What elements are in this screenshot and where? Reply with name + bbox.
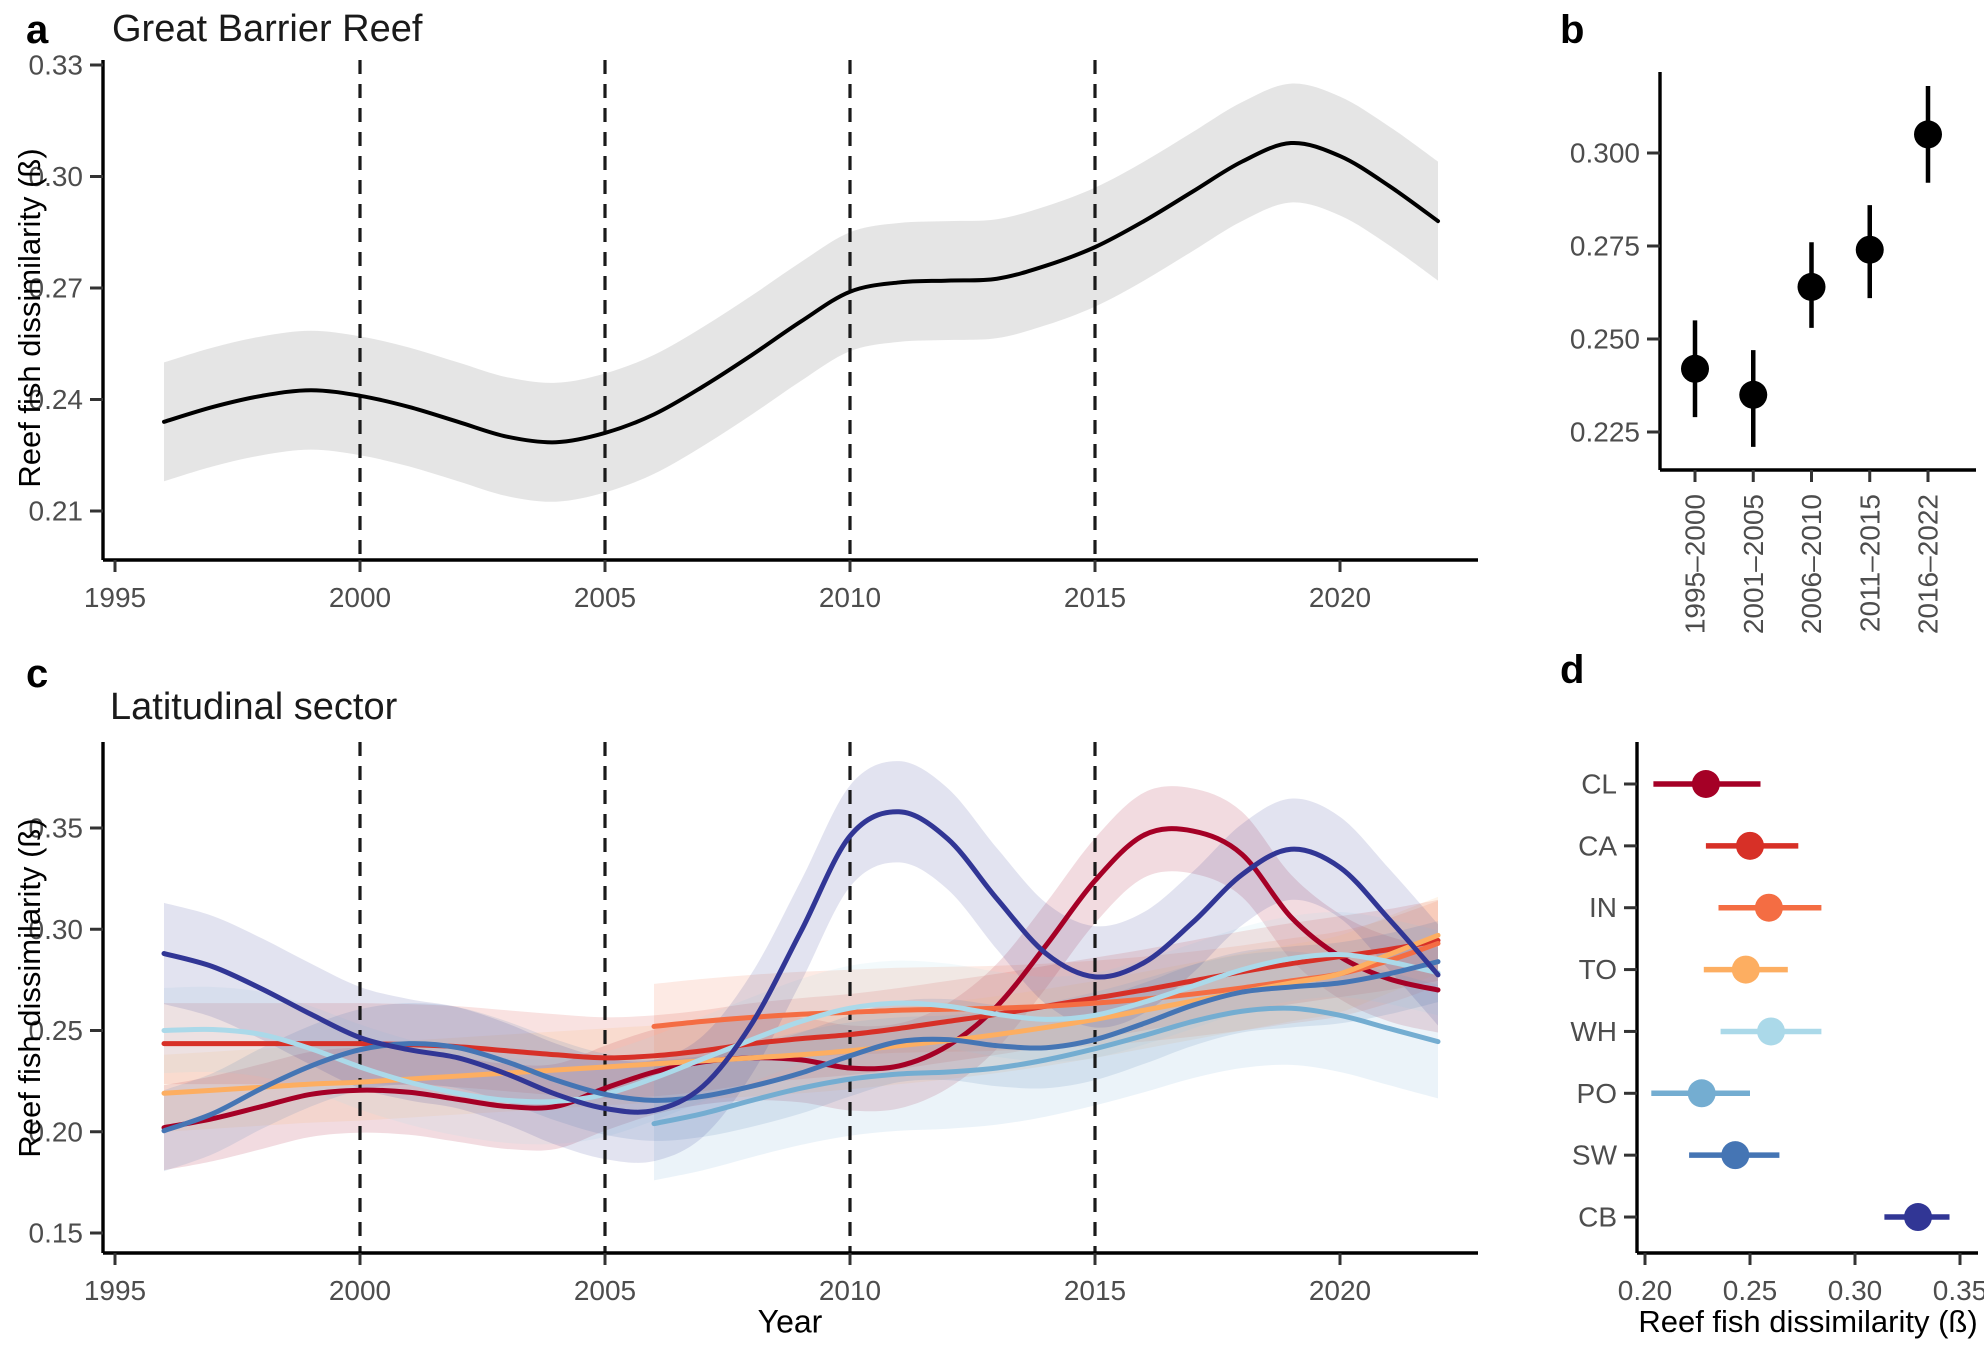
panel-a-y-tick-label: 0.21 <box>29 496 84 527</box>
panel-d-point-TO <box>1731 955 1760 984</box>
panel-a-y-tick-label: 0.27 <box>29 273 84 304</box>
panel-a-x-tick-label: 1995 <box>84 582 146 613</box>
panel-c-ribbon-CB <box>164 761 1438 1163</box>
panel-c-x-axis-label: Year <box>757 1303 823 1340</box>
panel-d-x-tick-label: 0.25 <box>1723 1275 1778 1306</box>
panel-c-x-tick-label: 2000 <box>329 1275 391 1306</box>
panel-d-point-SW <box>1721 1141 1750 1170</box>
panel-d-sector-label: SW <box>1572 1140 1618 1171</box>
panel-a-y-tick-label: 0.33 <box>29 50 84 81</box>
panel-d-x-axis-label: Reef fish dissimilarity (ß) <box>1638 1304 1978 1339</box>
panel-b-x-tick-label: 2006–2010 <box>1796 494 1827 634</box>
panel-d-x-tick-label: 0.20 <box>1618 1275 1673 1306</box>
panel-d: 0.20 0.25 0.30 0.35 CL CA IN TO WH PO SW CB <box>1570 742 1984 1306</box>
panel-a-x-tick-label: 2010 <box>819 582 881 613</box>
panel-a-x-tick-label: 2000 <box>329 582 391 613</box>
panel-b-point <box>1739 380 1768 409</box>
panel-d-letter: d <box>1560 648 1585 692</box>
panel-c-x-tick-label: 1995 <box>84 1275 146 1306</box>
panel-b: 0.300 0.275 0.250 0.225 1995–2000 2001–2005 20… <box>1570 72 1976 634</box>
panel-b-x-tick-label: 2001–2005 <box>1738 494 1769 634</box>
panel-b-point <box>1855 235 1884 264</box>
panel-b-letter: b <box>1560 8 1585 52</box>
panel-c-y-tick-label: 0.15 <box>29 1218 84 1249</box>
panel-b-y-tick-label: 0.225 <box>1570 417 1640 448</box>
panel-b-point <box>1797 272 1826 301</box>
panel-b-x-tick-label: 2016–2022 <box>1913 494 1944 634</box>
panel-d-sector-label: IN <box>1589 892 1617 923</box>
panel-c-title: Latitudinal sector <box>110 686 398 728</box>
panel-b-y-tick-label: 0.250 <box>1570 324 1640 355</box>
panel-d-sector-label: CA <box>1578 830 1617 861</box>
panel-c-y-tick-label: 0.35 <box>29 813 84 844</box>
panel-d-sector-label: PO <box>1577 1078 1617 1109</box>
panel-a-trend-line <box>162 141 1440 445</box>
panel-d-point-WH <box>1757 1017 1785 1046</box>
panel-c-line-CL <box>161 826 1441 1131</box>
panel-b-point <box>1914 120 1942 149</box>
panel-c-y-tick-label: 0.30 <box>29 914 84 945</box>
panel-a-title: Great Barrier Reef <box>112 8 423 50</box>
panel-b-y-tick-label: 0.275 <box>1570 231 1640 262</box>
panel-d-point-IN <box>1754 893 1783 922</box>
panel-c-line-WH <box>161 951 1441 1105</box>
panel-a-y-tick-label: 0.24 <box>29 384 84 415</box>
panel-a-x-tick-label: 2020 <box>1309 582 1371 613</box>
panel-c-ribbon-SW <box>164 921 1438 1172</box>
panel-d-point-CB <box>1904 1203 1932 1232</box>
panel-b-y-tick-label: 0.300 <box>1570 138 1640 169</box>
panel-c-x-tick-label: 2005 <box>574 1275 636 1306</box>
panel-c-line-SW <box>161 959 1441 1134</box>
panel-c-line-PO <box>651 1005 1441 1127</box>
panel-d-sector-label: CB <box>1578 1202 1617 1233</box>
panel-c-letter: c <box>26 652 49 696</box>
panel-d-point-CL <box>1691 770 1720 798</box>
panel-d-sector-label: TO <box>1579 954 1617 985</box>
panel-c-x-tick-label: 2010 <box>819 1275 881 1306</box>
panel-c-ribbon-PO <box>654 951 1438 1181</box>
panel-d-point-PO <box>1687 1079 1716 1108</box>
panel-a-y-tick-label: 0.30 <box>29 161 84 192</box>
panel-d-sector-label: WH <box>1570 1016 1617 1047</box>
panel-c-y-tick-label: 0.20 <box>29 1116 84 1147</box>
panel-a-y-axis-label: Reef fish dissimilarity (ß) <box>12 148 47 488</box>
panel-b-x-tick-label: 1995–2000 <box>1680 494 1711 634</box>
panel-b-point <box>1681 354 1709 383</box>
panel-d-point-CA <box>1736 831 1764 860</box>
panel-c-x-tick-label: 2020 <box>1309 1275 1371 1306</box>
panel-c-y-tick-label: 0.25 <box>29 1015 84 1046</box>
panel-a: 0.33 0.30 0.27 0.24 0.21 1995 2000 2005 2010 2015… <box>29 50 1478 613</box>
panel-c-ribbon-WH <box>164 911 1438 1145</box>
panel-a-letter: a <box>26 8 49 52</box>
panel-c-x-tick-label: 2015 <box>1064 1275 1126 1306</box>
panel-c-line-CB <box>161 809 1441 1115</box>
panel-c-ribbon-IN <box>654 900 1438 1069</box>
panel-a-ci-ribbon <box>164 83 1438 502</box>
panel-b-x-tick-label: 2011–2015 <box>1854 494 1885 632</box>
panel-a-x-tick-label: 2015 <box>1064 582 1126 613</box>
panel-d-x-tick-label: 0.30 <box>1828 1275 1883 1306</box>
panel-a-x-tick-label: 2005 <box>574 582 636 613</box>
panel-d-x-tick-label: 0.35 <box>1933 1275 1984 1306</box>
panel-d-sector-label: CL <box>1581 769 1617 800</box>
panel-c-y-axis-label: Reef fish dissimilarity (ß) <box>12 818 47 1158</box>
